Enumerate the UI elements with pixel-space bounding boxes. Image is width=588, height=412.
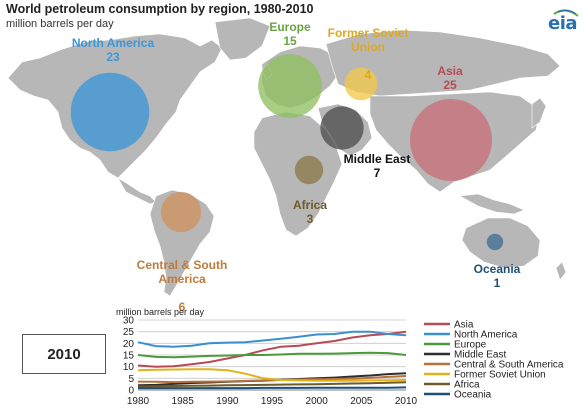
new-zealand-landmass — [555, 261, 567, 281]
x-tick-label: 2005 — [350, 396, 373, 407]
region-name: Africa — [292, 198, 327, 212]
series-line-africa — [137, 381, 407, 388]
region-name: Former Soviet Union — [327, 26, 409, 54]
region-name: Oceania — [473, 262, 521, 276]
central-america-landmass — [117, 177, 157, 205]
region-value: 15 — [283, 34, 297, 48]
indonesia-landmass — [459, 193, 525, 215]
x-tick-label: 1980 — [127, 396, 150, 407]
region-name: Middle East — [343, 152, 411, 166]
bubble-former-soviet-union — [344, 67, 378, 101]
eia-logo-text: eia — [548, 13, 578, 34]
region-name: North America — [71, 36, 155, 50]
y-axis-label: million barrels per day — [116, 307, 205, 317]
y-tick-label: 20 — [123, 339, 135, 350]
y-tick-label: 25 — [123, 327, 135, 338]
region-name: Europe — [269, 20, 311, 34]
region-value: 23 — [106, 50, 120, 64]
region-value: 6 — [178, 300, 186, 314]
bubble-north-america — [70, 72, 150, 152]
legend-label: Europe — [454, 340, 487, 351]
region-label-former-soviet-union: Former Soviet Union 4 — [318, 12, 418, 96]
legend-label: Central & South America — [454, 360, 564, 371]
bubble-oceania — [486, 233, 504, 251]
x-tick-label: 2010 — [395, 396, 418, 407]
region-label-north-america: North America 23 — [58, 36, 168, 64]
y-tick-label: 15 — [123, 351, 135, 362]
region-value: 1 — [493, 276, 501, 290]
legend-label: Oceania — [454, 390, 492, 401]
region-name: Asia — [437, 64, 463, 78]
legend-label: Asia — [454, 320, 474, 331]
y-tick-label: 0 — [128, 386, 134, 397]
bubble-central-south-america — [160, 191, 202, 233]
series-line-north-america — [137, 330, 407, 348]
legend-label: Africa — [454, 380, 480, 391]
bubble-asia — [410, 99, 492, 181]
world-map — [7, 17, 567, 297]
region-label-oceania: Oceania 1 — [462, 262, 532, 290]
region-value: 7 — [373, 166, 381, 180]
y-tick-label: 10 — [123, 362, 135, 373]
greenland-landmass — [214, 17, 271, 61]
legend-label: North America — [454, 330, 518, 341]
region-value: 4 — [364, 68, 372, 82]
series-line-central-south-america — [137, 375, 407, 384]
x-tick-label: 1985 — [172, 396, 195, 407]
year-box: 2010 — [22, 334, 106, 374]
eia-logo-icon — [553, 9, 579, 17]
region-label-central-south-america: Central & South America 6 — [122, 244, 242, 328]
region-value: 3 — [306, 212, 314, 226]
region-value: 25 — [443, 78, 457, 92]
bubble-europe — [258, 54, 322, 118]
x-tick-label: 1995 — [261, 396, 284, 407]
x-tick-label: 2000 — [306, 396, 329, 407]
bubble-middle-east — [320, 106, 364, 150]
bubble-africa — [294, 155, 324, 185]
y-tick-label: 5 — [128, 374, 134, 385]
region-label-middle-east: Middle East 7 — [332, 152, 422, 180]
legend-label: Middle East — [454, 350, 506, 361]
region-label-europe: Europe 15 — [250, 20, 330, 48]
series-line-oceania — [138, 386, 407, 390]
legend-label: Former Soviet Union — [454, 370, 546, 381]
region-label-africa: Africa 3 — [280, 198, 340, 226]
series-line-europe — [137, 351, 407, 359]
chart-title: World petroleum consumption by region, 1… — [6, 2, 314, 16]
chart-subtitle: million barrels per day — [6, 18, 114, 30]
x-tick-label: 1990 — [216, 396, 239, 407]
series-line-former-soviet-union — [137, 368, 407, 382]
region-name: Central & South America — [136, 258, 228, 286]
japan-landmass — [531, 97, 547, 129]
series-line-asia — [137, 330, 407, 368]
region-label-asia: Asia 25 — [420, 64, 480, 92]
y-tick-label: 30 — [123, 316, 135, 327]
